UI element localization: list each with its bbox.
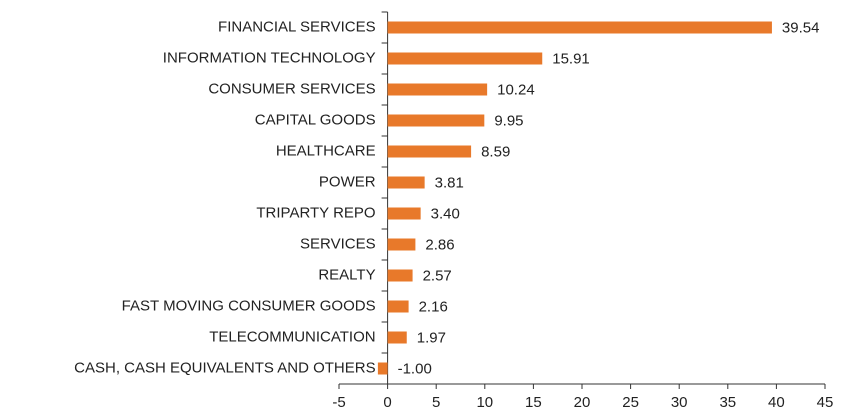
x-tick-label: 0 — [383, 394, 391, 411]
value-label: 2.86 — [425, 236, 454, 253]
x-tick-label: 5 — [432, 394, 440, 411]
bar — [387, 52, 543, 65]
bar — [387, 145, 472, 158]
bar — [387, 207, 421, 220]
category-label: CAPITAL GOODS — [255, 111, 376, 128]
x-tick-label: 40 — [768, 394, 785, 411]
x-tick-label: 25 — [622, 394, 639, 411]
bar — [377, 362, 388, 375]
category-label: CASH, CASH EQUIVALENTS AND OTHERS — [74, 359, 375, 376]
bar — [387, 114, 485, 127]
x-tick-label: -5 — [332, 394, 345, 411]
value-label: 2.57 — [423, 267, 452, 284]
value-label: 39.54 — [782, 19, 820, 36]
value-label: 2.16 — [419, 298, 448, 315]
value-label: 10.24 — [497, 81, 535, 98]
value-label: 1.97 — [417, 329, 446, 346]
category-label: SERVICES — [300, 235, 376, 252]
value-label: 3.81 — [435, 174, 464, 191]
bar — [387, 83, 488, 96]
bar — [387, 176, 425, 189]
x-tick-label: 35 — [719, 394, 736, 411]
bar — [387, 269, 413, 282]
category-label: TRIPARTY REPO — [256, 204, 375, 221]
category-label: INFORMATION TECHNOLOGY — [163, 49, 376, 66]
category-label: HEALTHCARE — [276, 142, 376, 159]
value-label: 3.40 — [431, 205, 460, 222]
x-tick-label: 45 — [817, 394, 834, 411]
category-label: FINANCIAL SERVICES — [218, 18, 376, 35]
bar — [387, 331, 407, 344]
value-label: -1.00 — [398, 360, 432, 377]
x-tick-label: 30 — [671, 394, 688, 411]
category-label: REALTY — [318, 266, 375, 283]
value-label: 9.95 — [494, 112, 523, 129]
x-tick-label: 20 — [574, 394, 591, 411]
category-label: FAST MOVING CONSUMER GOODS — [122, 297, 376, 314]
category-label: CONSUMER SERVICES — [208, 80, 375, 97]
bar — [387, 21, 772, 34]
value-label: 15.91 — [552, 50, 590, 67]
category-label: TELECOMMUNICATION — [209, 328, 375, 345]
bar — [387, 300, 409, 313]
x-tick-label: 10 — [476, 394, 493, 411]
x-tick-label: 15 — [525, 394, 542, 411]
value-label: 8.59 — [481, 143, 510, 160]
bar — [387, 238, 416, 251]
category-label: POWER — [319, 173, 376, 190]
